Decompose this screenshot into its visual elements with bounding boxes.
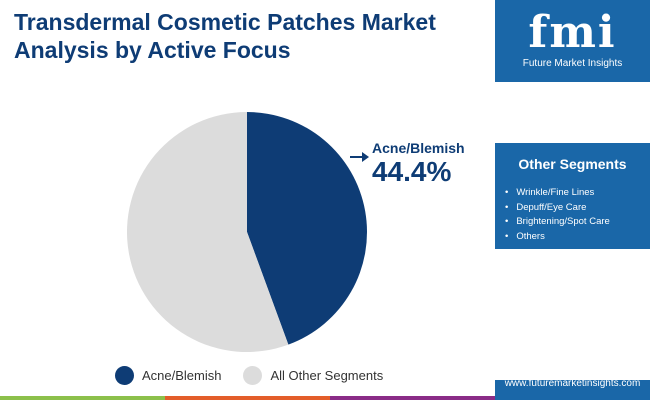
footer-color-bars — [0, 396, 495, 400]
legend-swatch — [243, 366, 263, 385]
fmi-logo: fmi Future Market Insights — [495, 8, 650, 78]
bar-orange — [165, 396, 330, 400]
legend-swatch — [115, 366, 134, 385]
pie-chart — [127, 112, 369, 352]
bar-purple — [330, 396, 495, 400]
other-segments-list: Wrinkle/Fine Lines Depuff/Eye Care Brigh… — [505, 186, 610, 245]
callout-value: 44.4% — [372, 156, 452, 187]
list-item: Others — [505, 230, 610, 245]
side-panel: fmi Future Market Insights Other Segment… — [495, 0, 650, 400]
pie-slice-acne-blemish — [247, 112, 368, 345]
chart-title: Transdermal Cosmetic Patches Market Anal… — [14, 9, 436, 63]
list-item: Brightening/Spot Care — [505, 215, 609, 230]
pie-slice-all-other-segments — [127, 112, 289, 352]
logo-mark: fmi — [528, 7, 617, 58]
callout: Acne/Blemish 44.4% — [372, 140, 465, 188]
legend: Acne/Blemish All Other Segments — [115, 366, 405, 385]
legend-label: Acne/Blemish — [142, 368, 222, 383]
bar-green — [0, 396, 165, 400]
callout-arrow-icon — [362, 152, 369, 162]
website-link[interactable]: www.futuremarketinsights.com — [504, 378, 641, 389]
brand-name: Future Market Insights — [522, 58, 623, 69]
legend-label: All Other Segments — [270, 368, 384, 383]
callout-label: Acne/Blemish — [372, 140, 465, 156]
legend-item-acne: Acne/Blemish — [115, 366, 221, 385]
list-item: Depuff/Eye Care — [505, 201, 610, 216]
other-segments-title: Other Segments — [518, 156, 627, 172]
legend-item-other: All Other Segments — [243, 366, 383, 385]
list-item: Wrinkle/Fine Lines — [505, 186, 610, 201]
